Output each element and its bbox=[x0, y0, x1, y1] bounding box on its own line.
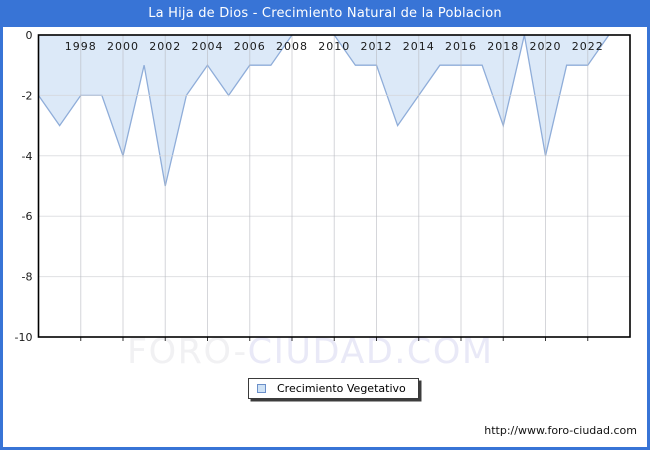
x-tick-label: 2002 bbox=[149, 40, 181, 53]
watermark: FORO-CIUDAD.COM bbox=[127, 332, 494, 372]
x-tick-label: 2018 bbox=[487, 40, 519, 53]
x-tick-label: 2006 bbox=[234, 40, 266, 53]
x-tick-label: 2016 bbox=[445, 40, 477, 53]
legend-item-crecimiento-vegetativo[interactable]: Crecimiento Vegetativo bbox=[248, 378, 419, 399]
plot-border bbox=[37, 34, 631, 338]
x-tick-label: 2004 bbox=[192, 40, 224, 53]
area-fill bbox=[38, 35, 609, 186]
y-tick-label: -6 bbox=[22, 210, 33, 223]
y-tick-label: -2 bbox=[22, 89, 33, 102]
legend-label: Crecimiento Vegetativo bbox=[277, 382, 406, 395]
y-tick-label: -4 bbox=[22, 150, 33, 163]
page-title: La Hija de Dios - Crecimiento Natural de… bbox=[148, 6, 502, 21]
watermark-part1: FORO- bbox=[127, 332, 248, 372]
legend-swatch-icon bbox=[257, 384, 266, 393]
x-tick-label: 2012 bbox=[361, 40, 393, 53]
x-tick-label: 2022 bbox=[572, 40, 604, 53]
watermark-part2: CIUDAD.COM bbox=[247, 332, 494, 372]
x-tick-label: 2014 bbox=[403, 40, 435, 53]
x-tick-label: 1998 bbox=[65, 40, 97, 53]
chart-title-bar: La Hija de Dios - Crecimiento Natural de… bbox=[3, 0, 647, 27]
x-tick-label: 2010 bbox=[318, 40, 350, 53]
y-tick-label: 0 bbox=[26, 29, 33, 42]
x-tick-label: 2008 bbox=[276, 40, 308, 53]
footer-url: http://www.foro-ciudad.com bbox=[484, 424, 637, 437]
y-tick-label: -8 bbox=[22, 271, 33, 284]
y-tick-label: -10 bbox=[15, 331, 33, 344]
x-tick-label: 2000 bbox=[107, 40, 139, 53]
x-tick-label: 2020 bbox=[530, 40, 562, 53]
